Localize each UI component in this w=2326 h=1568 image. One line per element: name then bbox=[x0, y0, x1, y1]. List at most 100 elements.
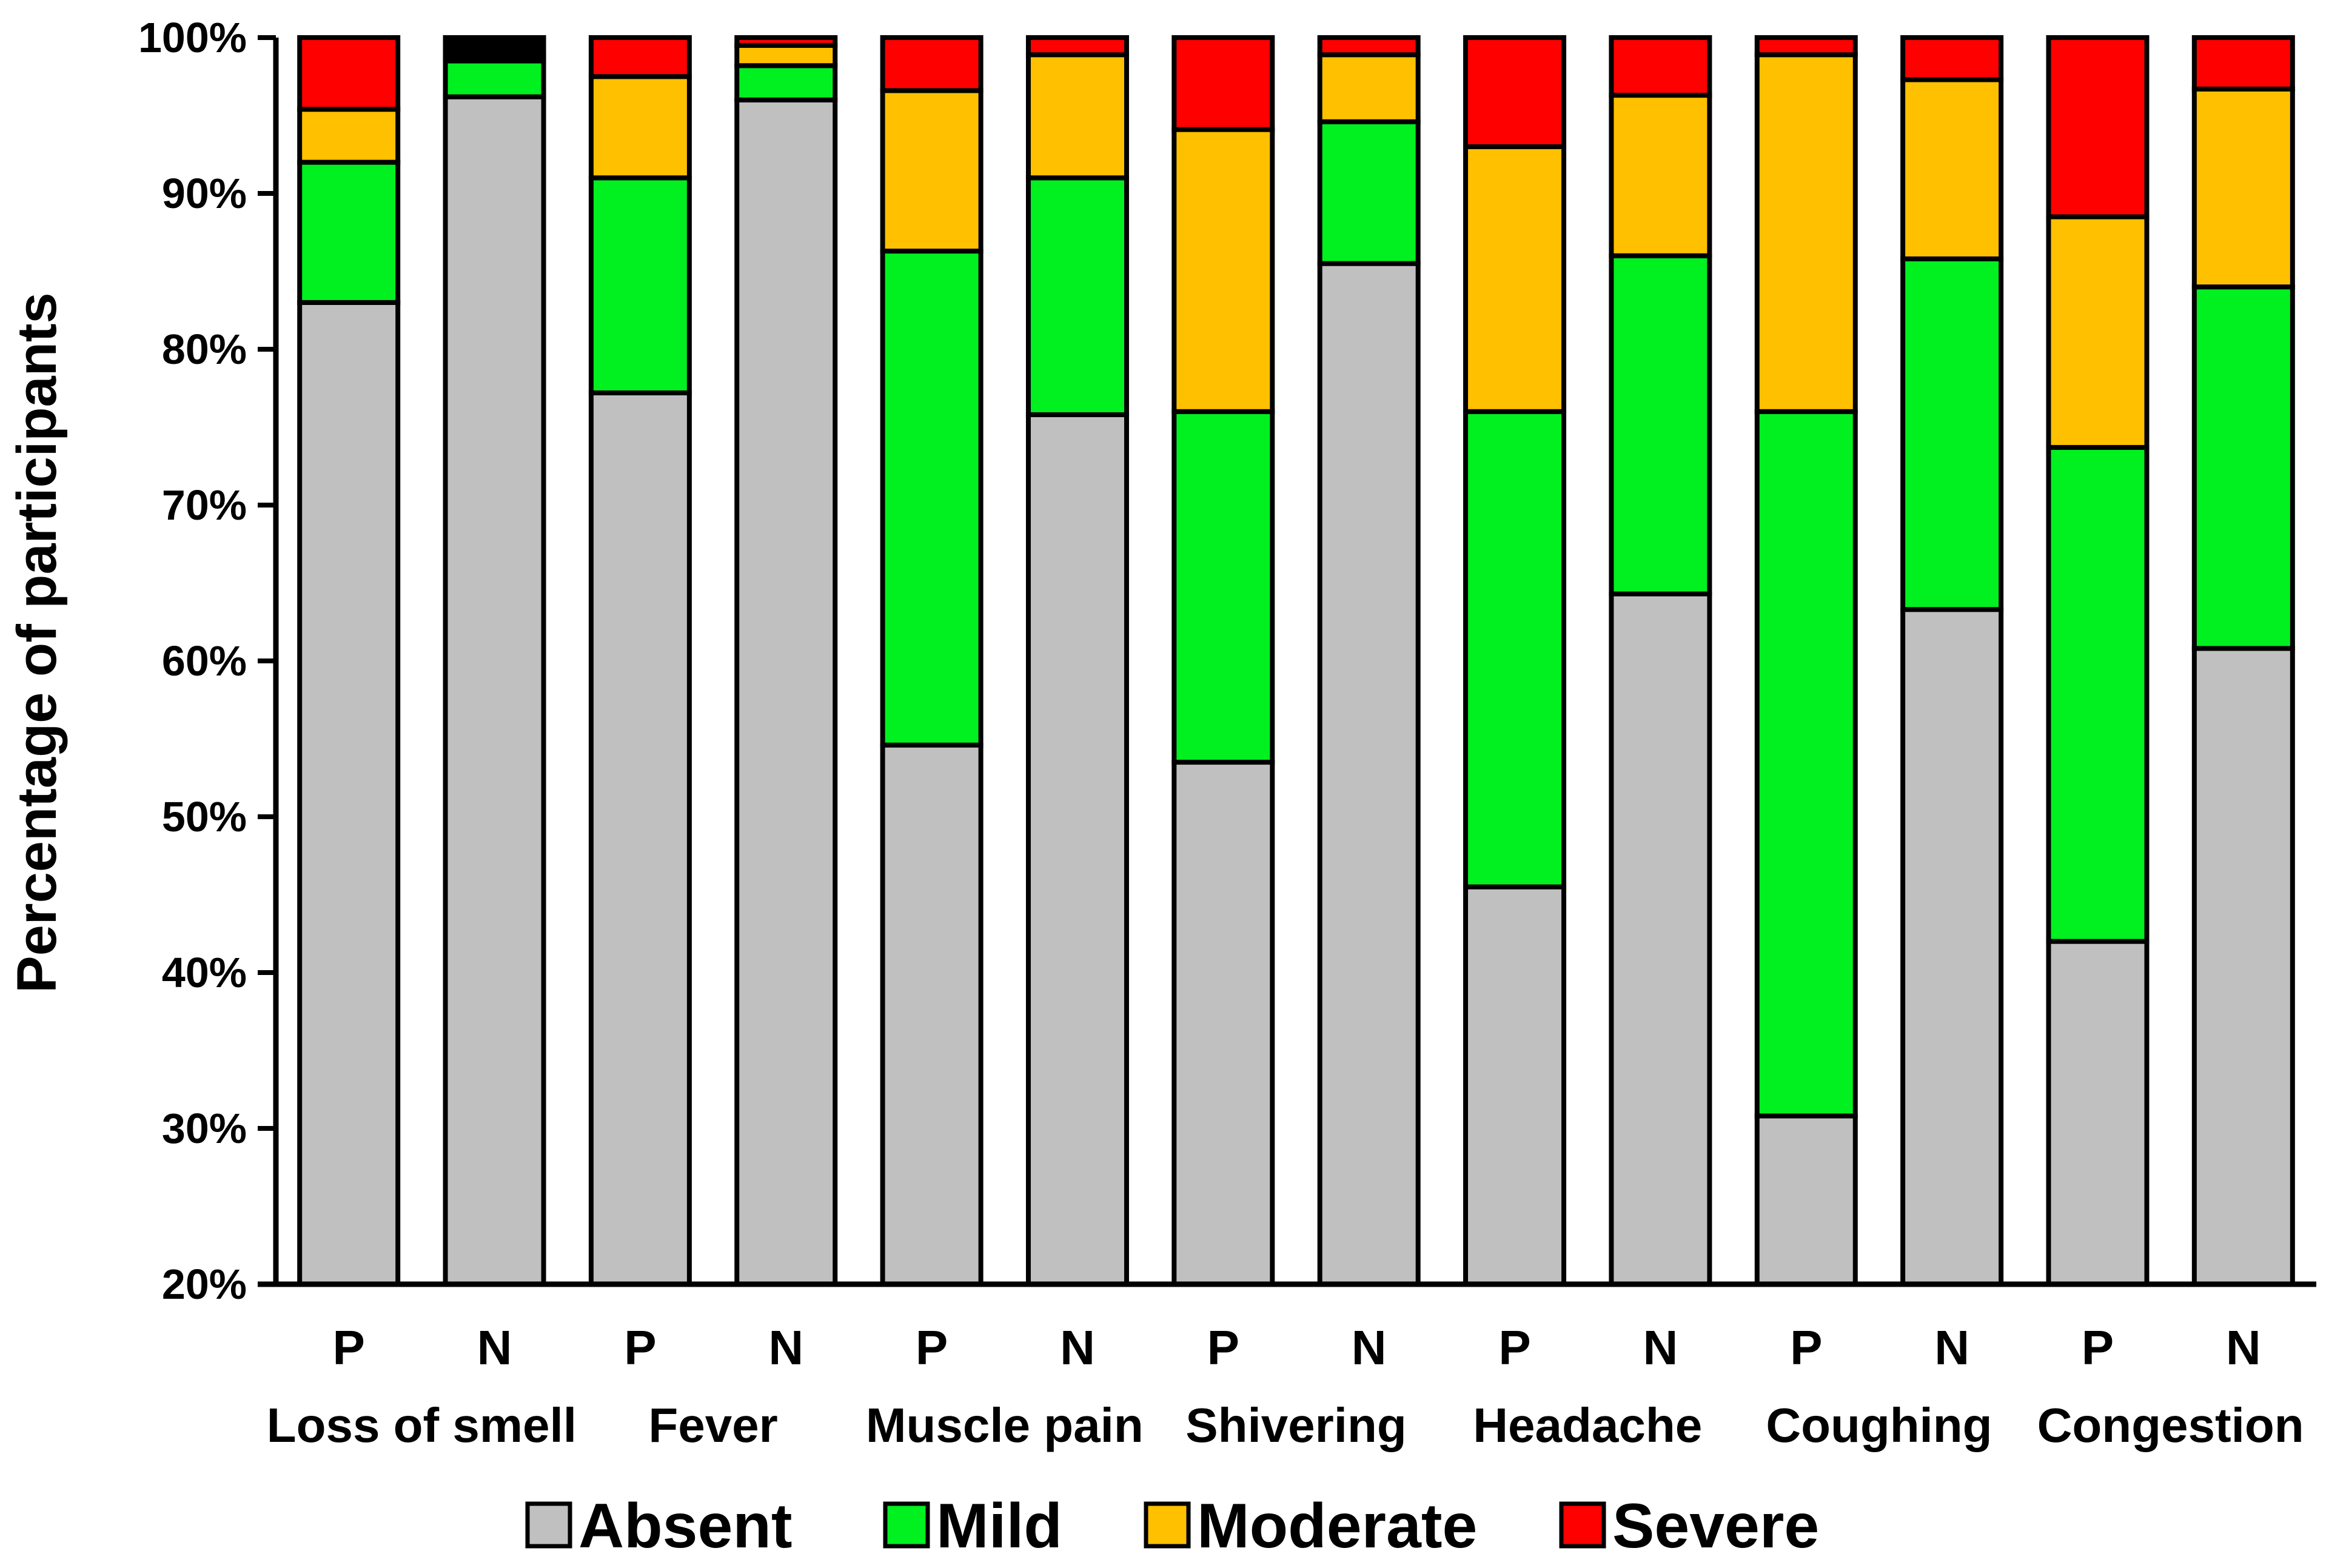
bar-12-mild-segment bbox=[1900, 256, 2004, 612]
legend-label-severe: Severe bbox=[1612, 1491, 1819, 1561]
y-tick-label: 90% bbox=[162, 170, 247, 217]
x-group-label: Coughing bbox=[1766, 1398, 1992, 1452]
bar-14-absent-segment bbox=[2191, 646, 2295, 1287]
bar-9-moderate-segment bbox=[1463, 144, 1567, 414]
bar-stack-6 bbox=[1025, 35, 1129, 1287]
bar-7-absent-segment bbox=[1171, 760, 1275, 1287]
x-category-label: N bbox=[768, 1321, 803, 1375]
bar-1-mild-segment bbox=[297, 159, 401, 305]
bar-8-absent-segment bbox=[1317, 261, 1421, 1287]
bar-stack-3 bbox=[588, 35, 692, 1287]
x-category-label: P bbox=[916, 1321, 948, 1375]
bar-5-absent-segment bbox=[880, 742, 984, 1287]
x-group-label: Muscle pain bbox=[866, 1398, 1144, 1452]
bar-13-severe-segment bbox=[2046, 35, 2150, 219]
x-category-label: P bbox=[1790, 1321, 1822, 1375]
bar-11-moderate-segment bbox=[1754, 52, 1858, 414]
bar-4-absent-segment bbox=[734, 97, 838, 1287]
x-group-label: Loss of smell bbox=[267, 1398, 577, 1452]
bar-12-absent-segment bbox=[1900, 607, 2004, 1287]
bar-5-severe-segment bbox=[880, 35, 984, 93]
bar-1-absent-segment bbox=[297, 300, 401, 1287]
y-axis-title: Percentage of participants bbox=[6, 292, 68, 993]
y-tick-label: 70% bbox=[162, 481, 247, 529]
x-category-label: N bbox=[1643, 1321, 1678, 1375]
legend-swatch-absent bbox=[525, 1501, 572, 1549]
bar-3-absent-segment bbox=[588, 390, 692, 1287]
bar-10-absent-segment bbox=[1609, 591, 1712, 1287]
labels-layer: 20% 30% 40% 50% 60% 70% 80% 90% 100% Percentage o… bbox=[6, 14, 2304, 1452]
bar-stack-5 bbox=[880, 35, 984, 1287]
bar-stack-8 bbox=[1317, 35, 1421, 1287]
bar-stack-2 bbox=[443, 35, 546, 1287]
legend-label-absent: Absent bbox=[578, 1491, 792, 1561]
x-category-label: N bbox=[1060, 1321, 1095, 1375]
legend: Absent Mild Moderate Severe bbox=[525, 1491, 1819, 1561]
bar-7-moderate-segment bbox=[1171, 127, 1275, 414]
bar-5-mild-segment bbox=[880, 249, 984, 748]
bar-9-absent-segment bbox=[1463, 884, 1567, 1287]
bar-14-mild-segment bbox=[2191, 284, 2295, 651]
y-tick-label: 100% bbox=[138, 14, 247, 61]
x-category-label: P bbox=[624, 1321, 656, 1375]
bar-11-absent-segment bbox=[1754, 1113, 1858, 1287]
legend-swatch-severe bbox=[1559, 1501, 1606, 1549]
y-tick-label: 80% bbox=[162, 326, 247, 373]
x-category-label: N bbox=[1352, 1321, 1387, 1375]
bar-2-absent-segment bbox=[443, 94, 546, 1287]
bar-4-mild-segment bbox=[734, 63, 838, 102]
y-tick-label: 60% bbox=[162, 637, 247, 685]
bar-8-severe-segment bbox=[1317, 35, 1421, 58]
bar-stack-1 bbox=[297, 35, 401, 1287]
y-tick-label: 40% bbox=[162, 949, 247, 996]
x-category-label: P bbox=[1207, 1321, 1239, 1375]
bar-6-severe-segment bbox=[1025, 35, 1129, 58]
bar-14-severe-segment bbox=[2191, 35, 2295, 92]
y-tick-label: 30% bbox=[162, 1105, 247, 1152]
bar-12-moderate-segment bbox=[1900, 77, 2004, 261]
bar-stack-11 bbox=[1754, 35, 1858, 1287]
y-tick-label: 20% bbox=[162, 1261, 247, 1308]
bar-14-moderate-segment bbox=[2191, 86, 2295, 290]
bar-7-severe-segment bbox=[1171, 35, 1275, 132]
x-group-label: Congestion bbox=[2037, 1398, 2304, 1452]
legend-swatch-moderate bbox=[1144, 1501, 1191, 1549]
bar-10-moderate-segment bbox=[1609, 93, 1712, 258]
bar-8-mild-segment bbox=[1317, 119, 1421, 266]
x-group-label: Headache bbox=[1473, 1398, 1702, 1452]
bar-2-unlabeled-segment bbox=[443, 35, 546, 59]
bar-stack-14 bbox=[2191, 35, 2295, 1287]
x-group-label: Shivering bbox=[1185, 1398, 1407, 1452]
bars-layer bbox=[297, 35, 2295, 1287]
bar-stack-4 bbox=[734, 35, 838, 1287]
x-category-label: P bbox=[332, 1321, 364, 1375]
bar-11-mild-segment bbox=[1754, 409, 1858, 1119]
bar-9-severe-segment bbox=[1463, 35, 1567, 149]
bar-3-severe-segment bbox=[588, 35, 692, 79]
bar-10-mild-segment bbox=[1609, 253, 1712, 597]
bar-1-severe-segment bbox=[297, 35, 401, 112]
bar-stack-10 bbox=[1609, 35, 1712, 1287]
y-tick-label: 50% bbox=[162, 793, 247, 840]
bar-13-absent-segment bbox=[2046, 939, 2150, 1287]
bar-2-mild-segment bbox=[443, 58, 546, 99]
bar-stack-13 bbox=[2046, 35, 2150, 1287]
axes-layer bbox=[258, 35, 2316, 1287]
bar-4-moderate-segment bbox=[734, 42, 838, 69]
bar-6-mild-segment bbox=[1025, 175, 1129, 417]
x-category-label: N bbox=[1934, 1321, 1969, 1375]
x-category-label: P bbox=[2082, 1321, 2114, 1375]
bar-11-severe-segment bbox=[1754, 35, 1858, 58]
x-category-label: P bbox=[1498, 1321, 1530, 1375]
x-category-label: N bbox=[477, 1321, 512, 1375]
bar-8-moderate-segment bbox=[1317, 52, 1421, 124]
bar-5-moderate-segment bbox=[880, 88, 984, 254]
bar-3-mild-segment bbox=[588, 175, 692, 395]
bar-stack-12 bbox=[1900, 35, 2004, 1287]
bar-7-mild-segment bbox=[1171, 409, 1275, 765]
bar-12-severe-segment bbox=[1900, 35, 2004, 82]
x-category-label: N bbox=[2226, 1321, 2261, 1375]
legend-item-mild: Mild bbox=[883, 1491, 1062, 1561]
